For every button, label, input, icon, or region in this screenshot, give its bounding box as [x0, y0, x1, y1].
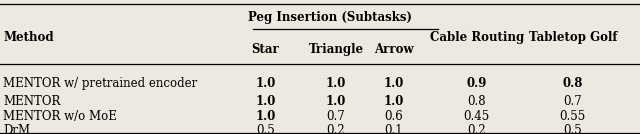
Text: 0.7: 0.7 [563, 95, 582, 108]
Text: 0.55: 0.55 [559, 110, 586, 123]
Text: Tabletop Golf: Tabletop Golf [529, 31, 617, 44]
Text: Peg Insertion (Subtasks): Peg Insertion (Subtasks) [248, 11, 412, 24]
Text: 0.2: 0.2 [467, 124, 486, 134]
Text: Method: Method [3, 31, 54, 44]
Text: MENTOR w/ pretrained encoder: MENTOR w/ pretrained encoder [3, 77, 198, 90]
Text: Arrow: Arrow [374, 43, 413, 56]
Text: 0.6: 0.6 [384, 110, 403, 123]
Text: 0.7: 0.7 [326, 110, 346, 123]
Text: 0.1: 0.1 [384, 124, 403, 134]
Text: 1.0: 1.0 [326, 95, 346, 108]
Text: 0.9: 0.9 [467, 77, 487, 90]
Text: 1.0: 1.0 [255, 110, 276, 123]
Text: 0.8: 0.8 [467, 95, 486, 108]
Text: 0.5: 0.5 [563, 124, 582, 134]
Text: 1.0: 1.0 [255, 77, 276, 90]
Text: Triangle: Triangle [308, 43, 364, 56]
Text: MENTOR w/o MoE: MENTOR w/o MoE [3, 110, 117, 123]
Text: 0.5: 0.5 [256, 124, 275, 134]
Text: MENTOR: MENTOR [3, 95, 61, 108]
Text: 1.0: 1.0 [383, 77, 404, 90]
Text: 0.2: 0.2 [326, 124, 346, 134]
Text: 0.8: 0.8 [563, 77, 583, 90]
Text: 1.0: 1.0 [326, 77, 346, 90]
Text: 1.0: 1.0 [255, 95, 276, 108]
Text: Cable Routing: Cable Routing [429, 31, 524, 44]
Text: 0.45: 0.45 [463, 110, 490, 123]
Text: Star: Star [252, 43, 280, 56]
Text: 1.0: 1.0 [383, 95, 404, 108]
Text: DrM: DrM [3, 124, 30, 134]
